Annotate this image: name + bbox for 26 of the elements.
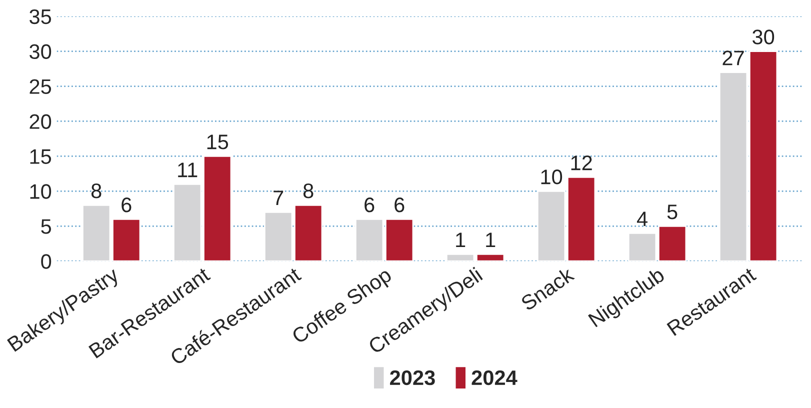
y-tick-label: 10 [30, 184, 52, 199]
data-label: 8 [91, 184, 102, 198]
data-label: 6 [122, 198, 132, 212]
data-label: 15 [207, 134, 228, 150]
data-label: 12 [571, 156, 592, 170]
y-tick-label: 5 [41, 219, 52, 234]
data-label: 5 [667, 204, 678, 220]
data-label: 30 [752, 30, 774, 44]
data-label: 10 [541, 170, 562, 184]
data-label: 8 [303, 184, 314, 198]
y-tick-label: 30 [30, 44, 52, 60]
data-label: 7 [274, 190, 284, 206]
legend-label: 2024 [472, 370, 518, 386]
y-tick-label: 0 [41, 254, 52, 269]
data-label: 1 [486, 232, 496, 248]
data-label: 27 [722, 50, 744, 66]
data-label: 1 [456, 232, 466, 248]
data-label: 4 [636, 212, 648, 226]
y-tick-label: 35 [30, 9, 52, 24]
data-label: 6 [364, 198, 374, 212]
legend-label: 2023 [390, 370, 435, 386]
data-label: 6 [394, 198, 404, 212]
data-label: 11 [178, 162, 198, 178]
y-tick-label: 15 [30, 149, 52, 164]
y-tick-label: 20 [30, 114, 52, 129]
y-tick-label: 25 [30, 79, 52, 94]
